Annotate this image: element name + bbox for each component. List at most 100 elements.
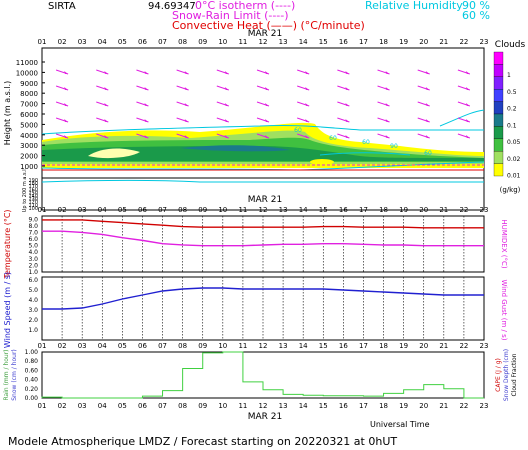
- rh-label-4: 60: [424, 150, 432, 157]
- legend-isotherm: 0°C isotherm (----): [195, 0, 295, 12]
- hour-top-09: 09: [198, 38, 207, 46]
- hour-low-21: 21: [439, 342, 448, 350]
- hour-mid-23: 23: [480, 206, 489, 214]
- hour-mid-21: 21: [439, 206, 448, 214]
- hour-low-15: 15: [319, 342, 328, 350]
- hour-top-13: 13: [279, 38, 288, 46]
- wind-arrow-head: [465, 135, 470, 138]
- height-tick-11000: 11000: [16, 59, 38, 67]
- hour-top-05: 05: [118, 38, 127, 46]
- hour-low-05: 05: [118, 342, 127, 350]
- wind-arrow-head: [465, 71, 470, 74]
- wind-arrow-head: [224, 103, 229, 106]
- wind-arrow-head: [265, 103, 269, 106]
- hour-top-20: 20: [419, 38, 428, 46]
- hour-top-10: 10: [218, 38, 227, 46]
- hour-mid-05: 05: [118, 206, 127, 214]
- hour-top-12: 12: [259, 38, 268, 46]
- wind-arrow-head: [64, 87, 69, 90]
- low-tick-120: 120: [28, 200, 38, 206]
- hour-top-21: 21: [439, 38, 448, 46]
- hour-low-20: 20: [419, 342, 428, 350]
- wind-arrow-head: [425, 135, 430, 138]
- clouds-legend-level-5: 0.02: [507, 156, 521, 163]
- clouds-legend-unit: (g/kg): [500, 186, 521, 194]
- low-tick-190: 190: [28, 178, 38, 184]
- hour-bottom-15: 15: [319, 402, 328, 410]
- wind-arrow-head: [144, 103, 149, 106]
- hour-mid-07: 07: [158, 206, 167, 214]
- clouds-legend-swatch: [493, 126, 504, 139]
- low-tick-130: 130: [28, 197, 38, 203]
- series-wind-speed: [42, 287, 484, 310]
- hour-mid-08: 08: [178, 206, 187, 214]
- wind-arrow-head: [144, 135, 149, 138]
- hour-top-06: 06: [138, 38, 147, 46]
- hour-bottom-20: 20: [419, 402, 428, 410]
- hour-top-22: 22: [459, 38, 468, 46]
- hour-low-08: 08: [178, 342, 187, 350]
- rain-axis-title: Rain (mm / hour): [3, 349, 10, 400]
- hour-top-01: 01: [38, 38, 47, 46]
- hour-low-19: 19: [399, 342, 408, 350]
- height-tick-4000: 4000: [20, 132, 38, 140]
- wind-arrow-head: [224, 87, 229, 90]
- wind-arrow-head: [305, 71, 310, 74]
- series-humidex: [42, 230, 484, 247]
- hour-top-11: 11: [238, 38, 247, 46]
- wind-tick-5.0: 5.0: [28, 287, 38, 294]
- hour-top-04: 04: [98, 38, 107, 46]
- wind-arrow-head: [64, 71, 69, 74]
- hour-bottom-23: 23: [480, 402, 489, 410]
- clouds-legend-swatch: [493, 51, 504, 65]
- wind-tick-4.0: 4.0: [28, 297, 38, 304]
- lowlevel-rh: [41, 180, 484, 183]
- wind-arrow-head: [144, 87, 149, 90]
- hour-bottom-03: 03: [78, 402, 87, 410]
- hour-bottom-19: 19: [399, 402, 408, 410]
- hour-bottom-13: 13: [279, 402, 288, 410]
- clouds-legend-level-4: 0.05: [507, 139, 521, 146]
- hour-bottom-01: 01: [38, 402, 47, 410]
- wind-arrow-head: [305, 135, 310, 138]
- hour-low-06: 06: [138, 342, 147, 350]
- hour-bottom-08: 08: [178, 402, 187, 410]
- clouds-legend-level-1: 0.5: [507, 89, 517, 96]
- hour-bottom-21: 21: [439, 402, 448, 410]
- clouds-legend-swatch: [493, 163, 504, 177]
- wind-arrow-head: [425, 71, 430, 74]
- hour-mid-12: 12: [259, 206, 268, 214]
- height-tick-5000: 5000: [20, 121, 38, 129]
- hour-top-16: 16: [339, 38, 348, 46]
- height-tick-1000: 1000: [20, 163, 38, 171]
- wind-arrow-head: [385, 87, 390, 90]
- hour-mid-03: 03: [78, 206, 87, 214]
- wind-tick-1.0: 1.0: [28, 327, 38, 334]
- temp-tick-6.0: 6.0: [28, 236, 38, 243]
- wind-arrow-head: [64, 119, 69, 122]
- rh-contour-60c: [439, 109, 485, 127]
- hour-low-11: 11: [238, 342, 247, 350]
- hour-mid-22: 22: [459, 206, 468, 214]
- cloud-convective-spot: [310, 159, 334, 165]
- wind-arrow-head: [265, 87, 269, 90]
- hour-mid-19: 19: [399, 206, 408, 214]
- rh-contour-60a: [41, 124, 484, 135]
- clouds-legend-swatch: [493, 113, 504, 127]
- wind-arrow-head: [224, 119, 229, 122]
- hour-low-07: 07: [158, 342, 167, 350]
- date-label-top: MAR 21: [248, 29, 283, 39]
- hour-low-09: 09: [198, 342, 207, 350]
- hour-top-17: 17: [359, 38, 368, 46]
- hour-bottom-16: 16: [339, 402, 348, 410]
- hour-mid-16: 16: [339, 206, 348, 214]
- height-axis-title: Height (m a.s.l.): [3, 81, 12, 146]
- wind-arrow-head: [104, 135, 109, 138]
- hour-low-03: 03: [78, 342, 87, 350]
- clouds-legend-level-2: 0.2: [507, 106, 517, 113]
- wind-arrow-head: [104, 87, 109, 90]
- wind-arrow-head: [184, 103, 189, 106]
- wind-arrow-head: [385, 103, 390, 106]
- hour-low-10: 10: [218, 342, 227, 350]
- legend-convective: Convective Heat (——) (°C/minute): [172, 19, 365, 32]
